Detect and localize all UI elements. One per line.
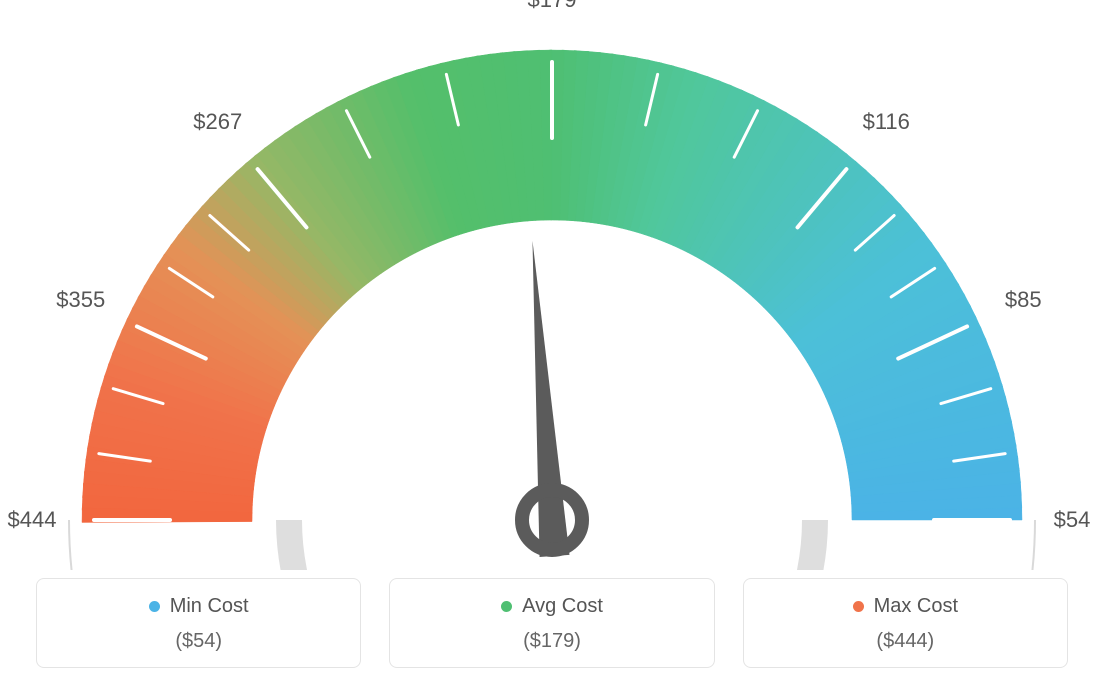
gauge-chart-container: $54 $85 $116 $179 $267 $355 $444 Min Cost ($54… (0, 0, 1104, 690)
legend-label: Avg Cost (501, 595, 603, 618)
gauge: $54$85$116$179$267$355$444 (52, 10, 1052, 570)
legend-value: ($444) (754, 630, 1057, 653)
gauge-tick-label: $116 (863, 109, 910, 135)
gauge-tick-label: $355 (56, 287, 105, 313)
legend: Min Cost ($54) Avg Cost ($179) Max Cost … (36, 578, 1068, 668)
legend-item-avg: Avg Cost ($179) (389, 578, 714, 668)
gauge-tick-label: $267 (193, 109, 242, 135)
legend-label-text: Min Cost (170, 595, 249, 618)
gauge-tick-label: $54 (1054, 507, 1091, 533)
gauge-svg (52, 10, 1052, 570)
legend-label-text: Avg Cost (522, 595, 603, 618)
gauge-tick-label: $444 (8, 507, 57, 533)
gauge-tick-label: $85 (1005, 287, 1042, 313)
legend-value: ($54) (47, 630, 350, 653)
legend-label: Min Cost (149, 595, 249, 618)
legend-item-max: Max Cost ($444) (743, 578, 1068, 668)
dot-icon (853, 601, 864, 612)
dot-icon (149, 601, 160, 612)
gauge-tick-label: $179 (528, 0, 577, 13)
dot-icon (501, 601, 512, 612)
legend-value: ($179) (400, 630, 703, 653)
legend-label: Max Cost (853, 595, 958, 618)
legend-label-text: Max Cost (874, 595, 958, 618)
legend-item-min: Min Cost ($54) (36, 578, 361, 668)
